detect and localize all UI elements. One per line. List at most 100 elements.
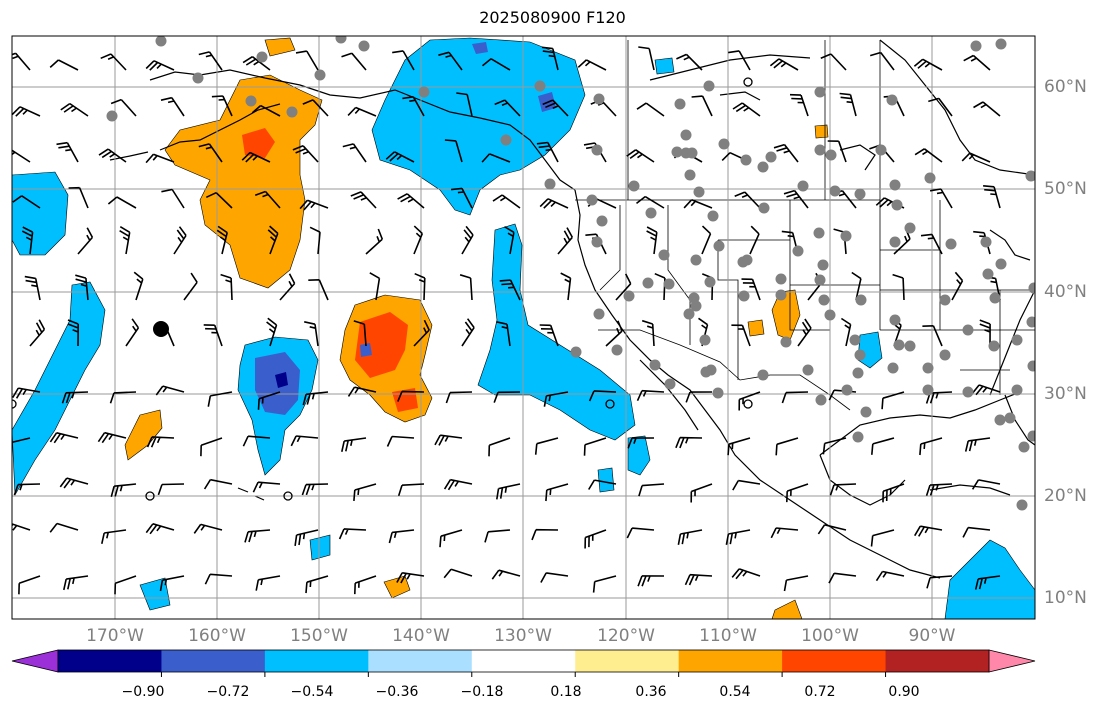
station-marker bbox=[712, 387, 724, 399]
colorbar-tick-label: 0.54 bbox=[719, 684, 751, 700]
station-marker bbox=[758, 202, 770, 214]
wind-barb bbox=[290, 435, 319, 447]
wind-barb bbox=[443, 568, 473, 579]
wind-barb bbox=[107, 196, 137, 209]
station-marker bbox=[704, 276, 716, 288]
colorbar-tick-label: 0.72 bbox=[804, 684, 836, 700]
station-marker bbox=[841, 384, 853, 396]
station-marker bbox=[886, 94, 898, 106]
wind-barb bbox=[68, 186, 89, 209]
station-marker bbox=[982, 268, 994, 280]
wind-barb bbox=[929, 188, 953, 209]
wind-barb bbox=[267, 225, 279, 255]
wind-barb bbox=[637, 575, 665, 587]
wind-barb bbox=[797, 318, 812, 347]
colorbar-segment bbox=[678, 650, 783, 672]
station-marker bbox=[570, 346, 582, 358]
calm-wind-marker bbox=[283, 491, 293, 501]
lon-label: 100°W bbox=[801, 626, 859, 646]
station-marker bbox=[797, 180, 809, 192]
colorbar-segment bbox=[58, 650, 162, 672]
wind-barb bbox=[353, 483, 377, 501]
wind-barb bbox=[145, 60, 175, 71]
station-marker bbox=[155, 36, 167, 47]
wind-barb bbox=[588, 390, 617, 402]
positive-anomaly-region bbox=[264, 37, 296, 57]
station-marker bbox=[649, 359, 661, 371]
wind-barb bbox=[922, 325, 943, 347]
wind-barb bbox=[531, 528, 559, 541]
wind-barb bbox=[827, 140, 847, 163]
wind-barb bbox=[828, 572, 857, 584]
wind-barb bbox=[183, 272, 198, 301]
wind-barb bbox=[919, 437, 943, 456]
wind-barb bbox=[350, 191, 377, 209]
station-marker-layer bbox=[106, 36, 1035, 511]
station-marker bbox=[1026, 316, 1035, 328]
station-marker bbox=[596, 215, 608, 227]
wind-barb bbox=[386, 435, 415, 447]
colorbar-segment bbox=[161, 650, 266, 672]
negative-anomaly-region bbox=[12, 281, 106, 497]
wind-barb bbox=[353, 320, 367, 347]
station-marker bbox=[628, 180, 640, 192]
wind-barb bbox=[438, 51, 463, 71]
wind-barb bbox=[636, 195, 665, 209]
station-marker bbox=[922, 362, 934, 374]
wind-barb bbox=[77, 227, 94, 255]
wind-barb bbox=[308, 279, 329, 301]
calm-wind-marker bbox=[605, 399, 615, 409]
wind-barb bbox=[443, 478, 473, 491]
negative-anomaly-core bbox=[275, 372, 288, 388]
station-marker bbox=[854, 349, 866, 361]
wind-barb bbox=[63, 575, 89, 591]
wind-barb bbox=[685, 391, 713, 403]
wind-barb bbox=[161, 188, 185, 209]
wind-barb bbox=[301, 483, 329, 496]
wind-barb bbox=[577, 59, 607, 71]
wind-barb bbox=[962, 526, 991, 538]
wind-barb bbox=[369, 272, 381, 301]
coastline-layer bbox=[109, 39, 1035, 579]
station-marker bbox=[889, 314, 901, 326]
wind-barb bbox=[543, 391, 569, 407]
wind-barb bbox=[542, 99, 569, 117]
wind-barb bbox=[451, 187, 473, 209]
station-marker bbox=[611, 344, 623, 356]
wind-barb bbox=[493, 391, 521, 403]
wind-barb bbox=[592, 575, 617, 593]
wind-barb bbox=[205, 191, 233, 209]
station-marker bbox=[680, 129, 692, 141]
wind-barb bbox=[12, 106, 41, 117]
lon-label: 160°W bbox=[188, 626, 246, 646]
wind-barb bbox=[114, 575, 137, 595]
station-marker bbox=[544, 178, 556, 190]
wind-barb bbox=[783, 189, 809, 209]
negative-anomaly-region bbox=[944, 539, 1035, 619]
wind-barb bbox=[220, 273, 233, 301]
graticule-layer bbox=[12, 36, 1035, 619]
station-marker bbox=[855, 294, 867, 306]
wind-barb bbox=[388, 529, 415, 544]
lat-label: 20°N bbox=[1044, 486, 1087, 506]
colorbar-segment bbox=[264, 650, 369, 672]
station-marker bbox=[707, 210, 719, 222]
negative-anomaly-region bbox=[597, 467, 615, 493]
wind-barb bbox=[786, 483, 809, 503]
wind-barb bbox=[974, 575, 1001, 590]
station-marker bbox=[674, 98, 686, 110]
positive-anomaly-region bbox=[814, 124, 829, 139]
station-marker bbox=[889, 179, 901, 191]
station-marker bbox=[765, 151, 777, 163]
wind-barb bbox=[979, 319, 991, 347]
wind-barb bbox=[626, 527, 655, 539]
wind-barb bbox=[817, 524, 847, 535]
station-marker bbox=[1016, 499, 1028, 511]
wind-barb bbox=[125, 318, 140, 347]
wind-barb bbox=[840, 317, 852, 347]
wind-barb bbox=[459, 274, 473, 301]
station-marker bbox=[658, 249, 670, 261]
station-marker bbox=[814, 144, 826, 156]
wind-barb bbox=[251, 104, 281, 117]
station-marker bbox=[1011, 384, 1023, 396]
